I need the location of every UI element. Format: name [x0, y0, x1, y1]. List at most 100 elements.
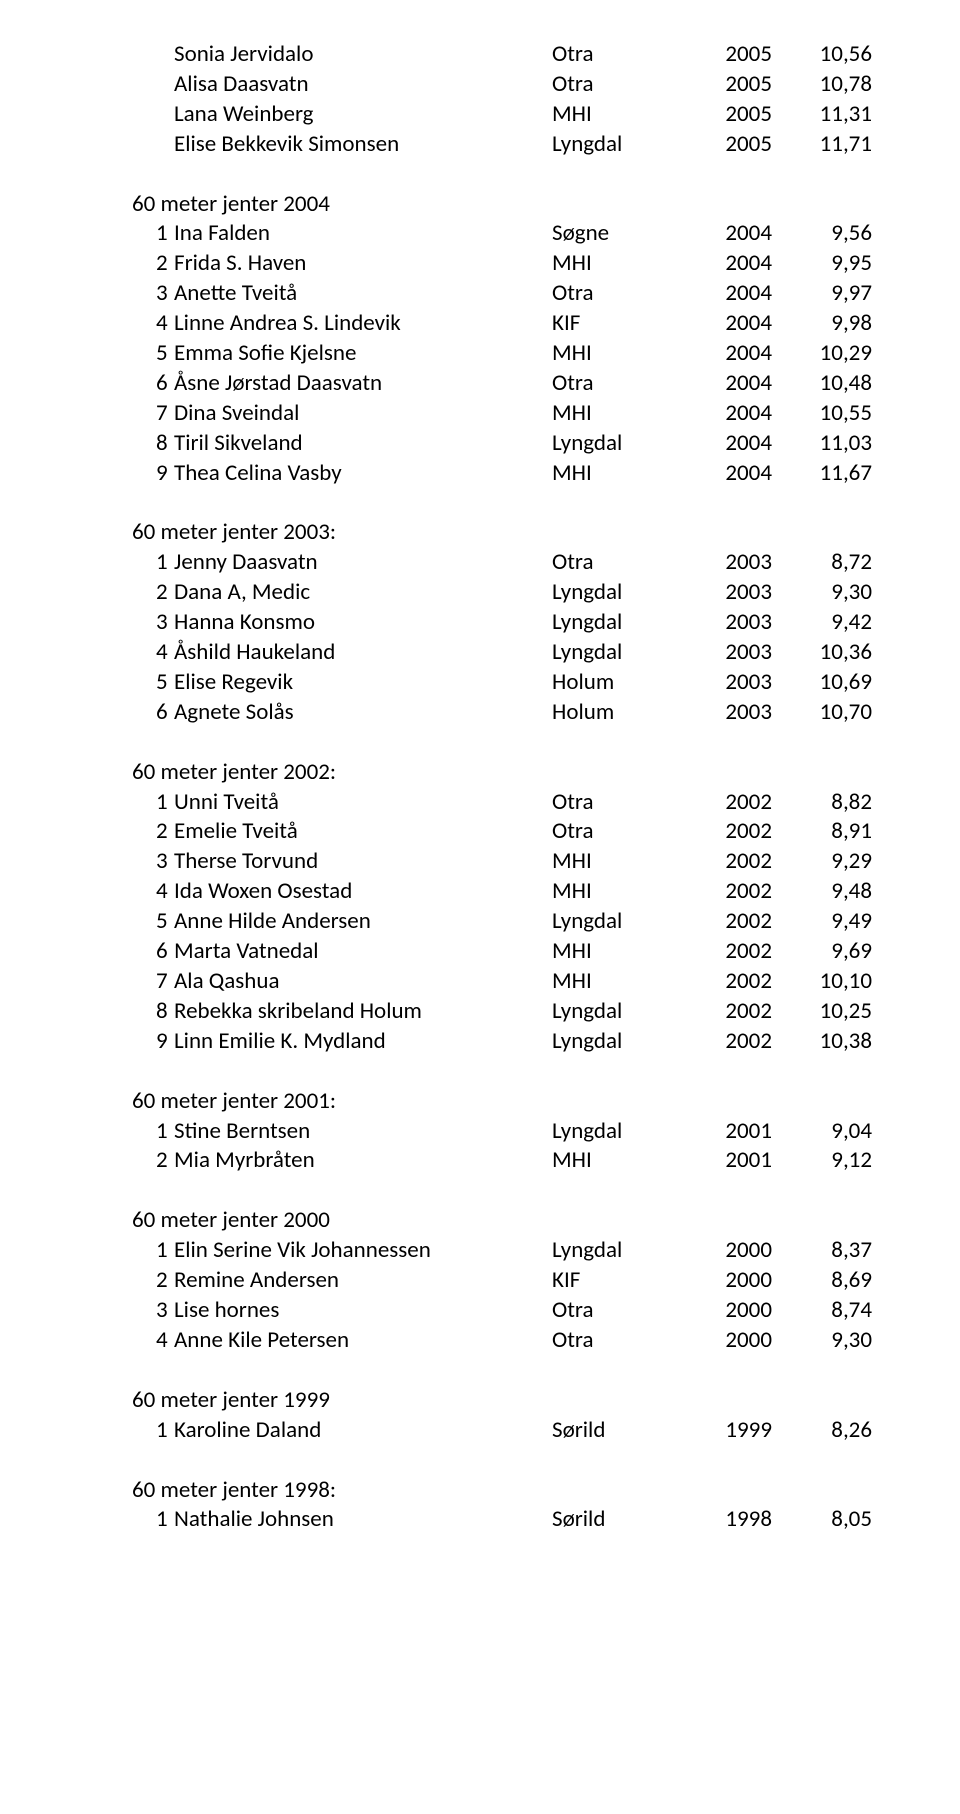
result-value: 10,38: [772, 1027, 872, 1057]
result-value: 10,69: [772, 668, 872, 698]
result-year: 2003: [672, 698, 772, 728]
result-club: Otra: [552, 817, 672, 847]
result-name: Lise hornes: [174, 1296, 552, 1326]
result-row: 6Åsne Jørstad DaasvatnOtra200410,48: [132, 369, 872, 399]
result-pos: 4: [156, 309, 174, 339]
result-club: Lyngdal: [552, 997, 672, 1027]
result-name: Linne Andrea S. Lindevik: [174, 309, 552, 339]
result-row: 6Agnete SolåsHolum200310,70: [132, 698, 872, 728]
result-name: Dina Sveindal: [174, 399, 552, 429]
result-club: MHI: [552, 459, 672, 489]
result-club: Holum: [552, 698, 672, 728]
result-name: Agnete Solås: [174, 698, 552, 728]
result-year: 2003: [672, 578, 772, 608]
result-pos: 2: [156, 1146, 174, 1176]
result-year: 2000: [672, 1296, 772, 1326]
result-row: 3Hanna KonsmoLyngdal20039,42: [132, 608, 872, 638]
result-year: 2004: [672, 339, 772, 369]
result-name: Dana A, Medic: [174, 578, 552, 608]
result-name: Elin Serine Vik Johannessen: [174, 1236, 552, 1266]
result-name: Thea Celina Vasby: [174, 459, 552, 489]
result-year: 2005: [672, 70, 772, 100]
result-year: 1999: [672, 1416, 772, 1446]
result-value: 9,95: [772, 249, 872, 279]
result-year: 2005: [672, 100, 772, 130]
section-title: 60 meter jenter 2002:: [132, 758, 872, 788]
result-value: 10,56: [772, 40, 872, 70]
section-title: 60 meter jenter 2000: [132, 1206, 872, 1236]
result-name: Remine Andersen: [174, 1266, 552, 1296]
result-name: Nathalie Johnsen: [174, 1505, 552, 1535]
result-row: 4Ida Woxen OsestadMHI20029,48: [132, 877, 872, 907]
result-row: 1Jenny DaasvatnOtra20038,72: [132, 548, 872, 578]
result-club: Otra: [552, 548, 672, 578]
result-pos: 2: [156, 1266, 174, 1296]
result-club: Lyngdal: [552, 907, 672, 937]
result-club: Lyngdal: [552, 130, 672, 160]
section-title: 60 meter jenter 2004: [132, 190, 872, 220]
result-name: Tiril Sikveland: [174, 429, 552, 459]
result-row: 7Ala QashuaMHI200210,10: [132, 967, 872, 997]
result-row: Lana WeinbergMHI200511,31: [132, 100, 872, 130]
result-row: 2Emelie TveitåOtra20028,91: [132, 817, 872, 847]
result-pos: 4: [156, 638, 174, 668]
result-value: 9,42: [772, 608, 872, 638]
result-name: Therse Torvund: [174, 847, 552, 877]
result-pos: 1: [156, 219, 174, 249]
result-name: Karoline Daland: [174, 1416, 552, 1446]
result-value: 9,69: [772, 937, 872, 967]
result-year: 2000: [672, 1266, 772, 1296]
result-value: 8,69: [772, 1266, 872, 1296]
result-pos: [156, 70, 174, 100]
result-club: MHI: [552, 847, 672, 877]
result-pos: 2: [156, 817, 174, 847]
section-title: 60 meter jenter 1999: [132, 1386, 872, 1416]
result-club: Otra: [552, 70, 672, 100]
result-row: 3Lise hornesOtra20008,74: [132, 1296, 872, 1326]
result-name: Lana Weinberg: [174, 100, 552, 130]
result-club: MHI: [552, 399, 672, 429]
result-value: 11,31: [772, 100, 872, 130]
result-name: Linn Emilie K. Mydland: [174, 1027, 552, 1057]
result-year: 2002: [672, 907, 772, 937]
result-row: Sonia JervidaloOtra200510,56: [132, 40, 872, 70]
result-value: 11,67: [772, 459, 872, 489]
result-value: 9,30: [772, 578, 872, 608]
result-club: Otra: [552, 369, 672, 399]
result-club: Otra: [552, 279, 672, 309]
section-spacer: [132, 1446, 872, 1476]
result-name: Anne Hilde Andersen: [174, 907, 552, 937]
result-year: 2004: [672, 279, 772, 309]
result-value: 9,56: [772, 219, 872, 249]
result-pos: 6: [156, 369, 174, 399]
section-spacer: [132, 728, 872, 758]
results-document: Sonia JervidaloOtra200510,56Alisa Daasva…: [132, 40, 872, 1535]
result-club: Lyngdal: [552, 608, 672, 638]
result-year: 2004: [672, 429, 772, 459]
section-title: 60 meter jenter 2003:: [132, 518, 872, 548]
result-name: Anette Tveitå: [174, 279, 552, 309]
result-club: MHI: [552, 100, 672, 130]
result-name: Jenny Daasvatn: [174, 548, 552, 578]
result-club: Lyngdal: [552, 578, 672, 608]
result-row: 8Tiril SikvelandLyngdal200411,03: [132, 429, 872, 459]
result-value: 8,74: [772, 1296, 872, 1326]
result-club: MHI: [552, 877, 672, 907]
result-year: 2002: [672, 937, 772, 967]
result-pos: 1: [156, 1236, 174, 1266]
result-club: Lyngdal: [552, 1027, 672, 1057]
result-value: 10,78: [772, 70, 872, 100]
result-row: 1Unni TveitåOtra20028,82: [132, 788, 872, 818]
section-spacer: [132, 488, 872, 518]
result-year: 2004: [672, 369, 772, 399]
result-year: 2003: [672, 668, 772, 698]
result-name: Ida Woxen Osestad: [174, 877, 552, 907]
result-year: 1998: [672, 1505, 772, 1535]
result-club: Otra: [552, 1296, 672, 1326]
result-row: 3Therse TorvundMHI20029,29: [132, 847, 872, 877]
result-pos: 1: [156, 1117, 174, 1147]
result-year: 2000: [672, 1326, 772, 1356]
section-spacer: [132, 1057, 872, 1087]
result-pos: 3: [156, 1296, 174, 1326]
result-name: Marta Vatnedal: [174, 937, 552, 967]
